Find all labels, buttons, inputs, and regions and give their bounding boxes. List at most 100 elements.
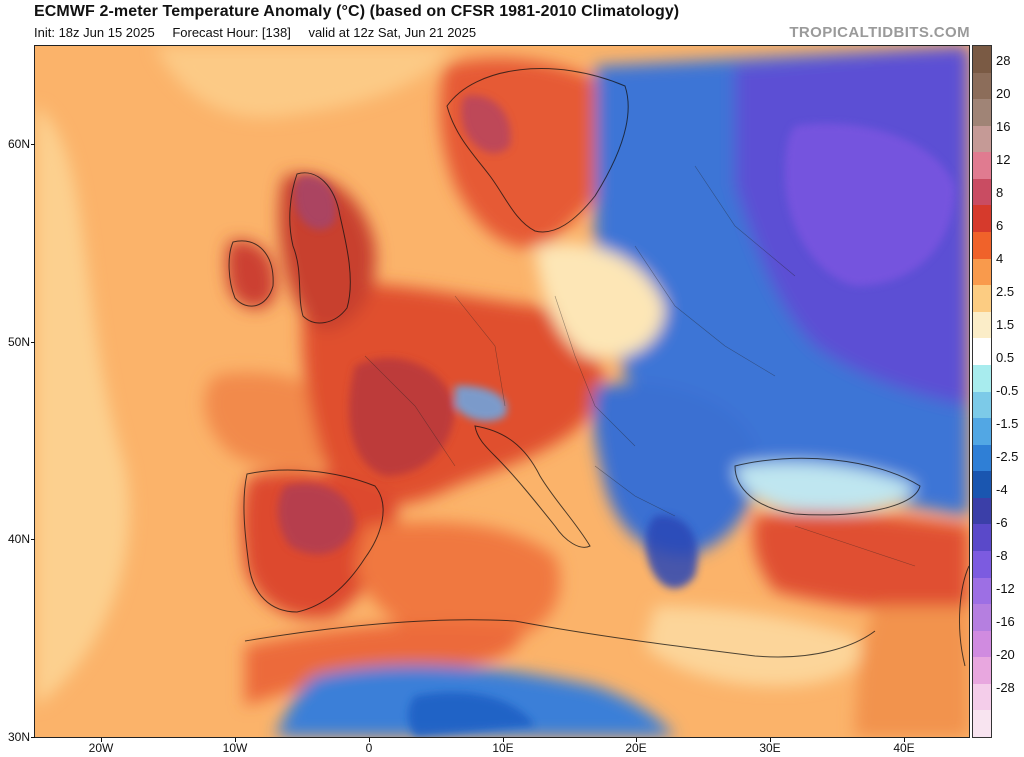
chart-title: ECMWF 2-meter Temperature Anomaly (°C) (… [34,3,680,20]
scotland-hot-core [294,175,336,230]
colorbar-label: 0.5 [996,350,1015,365]
colorbar-segment [973,285,991,313]
border-line [794,525,916,567]
colorbar-segment [973,178,991,206]
border-line [364,355,456,467]
colorbar-segment [973,444,991,472]
border-line [594,465,676,517]
latitude-label: 60N [7,137,30,151]
init-time: Init: 18z Jun 15 2025 [34,25,155,40]
russia-purple-core [785,123,955,286]
norway-hot-core [461,95,511,154]
sahara-deep-cold [408,692,535,737]
colorbar-label: 8 [996,185,1004,200]
colorbar-segment [973,657,991,685]
alps-cold [455,385,507,422]
colorbar-label: 2.5 [996,284,1015,299]
colorbar-segment [973,577,991,605]
colorbar-segment [973,604,991,632]
colorbar-label: 1.5 [996,317,1015,332]
chart-subtitle: Init: 18z Jun 15 2025 Forecast Hour: [13… [34,25,490,40]
middle-east-warm [855,606,969,737]
longitude-label: 20E [625,741,647,755]
colorbar-label: 12 [996,152,1011,167]
italy-coastline [474,425,591,548]
scandinavia-coastline [446,68,629,233]
east-med-pale [645,606,861,686]
colorbar-segment [973,391,991,419]
colorbar-segment [973,205,991,233]
latitude-tick [31,342,35,343]
longitude-label: 10E [492,741,514,755]
colorbar-label: -2.5 [996,449,1019,464]
longitude-tick [369,738,370,742]
north-atlantic-light [155,46,455,118]
border-line [454,295,506,407]
colorbar-segment [973,524,991,552]
longitude-label: 0 [365,741,373,755]
longitude-tick [770,738,771,742]
colorbar-label: -1.5 [996,416,1019,431]
colorbar-label: -0.5 [996,383,1019,398]
colorbar-segment [973,683,991,711]
longitude-label: 10W [222,741,248,755]
colorbar-segment [973,99,991,127]
turkey-warm [753,511,969,611]
north-africa-coastline [244,619,876,658]
colorbar-segment [973,72,991,100]
colorbar-segment [973,418,991,446]
colorbar-segment [973,232,991,260]
brand-watermark: TROPICALTIDBITS.COM [789,24,970,41]
balkans-cold [593,383,757,556]
colorbar-segment [973,338,991,366]
latitude-tick [31,737,35,738]
greece-cold-core [645,515,698,589]
ireland-coastline [228,240,274,307]
colorbar-label: -4 [996,482,1008,497]
latitude-label: 50N [7,335,30,349]
iberia-coastline [243,469,384,613]
colorbar-label: 28 [996,53,1011,68]
ireland-warm [226,240,276,309]
colorbar-segment [973,497,991,525]
latitude-label: 40N [7,532,30,546]
western-med-warm [355,522,561,646]
colorbar-label: 16 [996,119,1011,134]
atlantic-light-band [35,106,130,706]
colorbar-segment [973,152,991,180]
colorbar-segment [973,258,991,286]
spain-hot-core [278,483,355,555]
colorbar-segment [973,46,991,74]
france-hot-core [349,358,455,476]
anomaly-map [34,45,970,738]
caspian-coastline [959,565,969,667]
colorbar-label: -8 [996,548,1008,563]
central-transition [535,243,665,359]
colorbar-segment [973,550,991,579]
latitude-label: 30N [7,730,30,744]
border-line [554,295,636,447]
longitude-tick [904,738,905,742]
black-sea-pale [735,462,915,513]
longitude-label: 30E [759,741,781,755]
latitude-tick [31,144,35,145]
colorbar [972,45,992,738]
longitude-label: 40E [893,741,915,755]
colorbar-label: -12 [996,581,1015,596]
longitude-tick [235,738,236,742]
colorbar-label: 4 [996,251,1004,266]
longitude-tick [503,738,504,742]
colorbar-segment [973,311,991,339]
border-line [634,245,776,377]
border-line [694,165,796,277]
colorbar-segment [973,364,991,392]
colorbar-label: -28 [996,680,1015,695]
colorbar-segment [973,630,991,658]
valid-time: valid at 12z Sat, Jun 21 2025 [308,25,477,40]
colorbar-segment [973,710,991,738]
colorbar-segment [973,125,991,153]
black-sea-coastline [734,457,921,516]
britain-coastline [289,172,351,324]
colorbar-label: -20 [996,647,1015,662]
forecast-hour: Forecast Hour: [138] [172,25,291,40]
